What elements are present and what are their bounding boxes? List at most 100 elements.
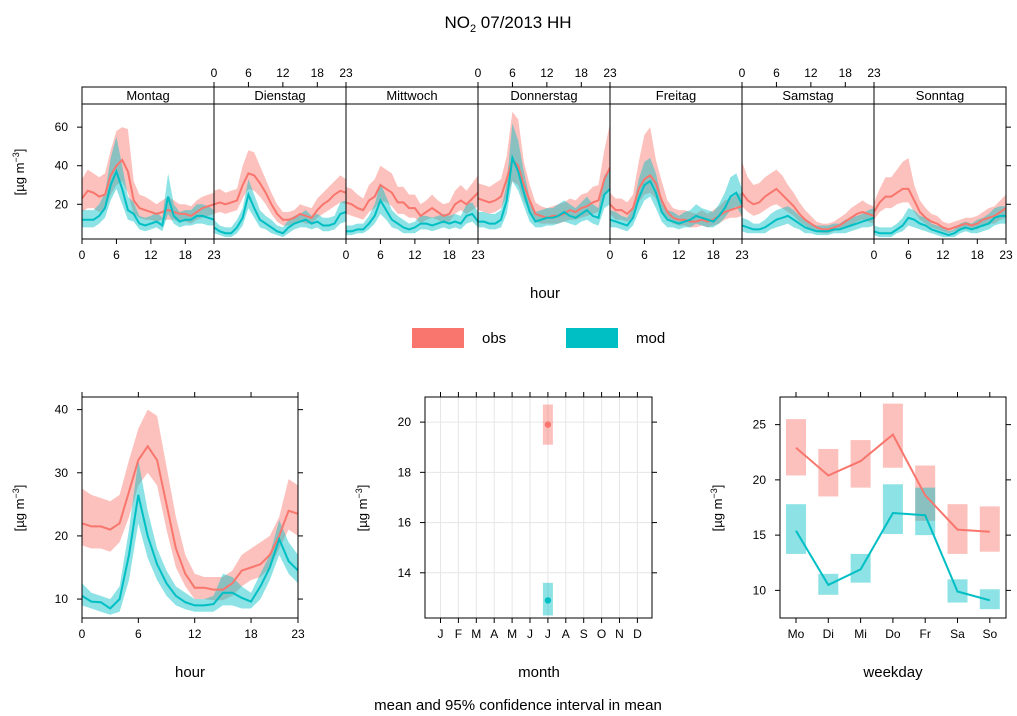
obs-band-Sonntag <box>874 158 1006 234</box>
y-tick-label: 40 <box>55 159 69 173</box>
day-panel-frame <box>873 103 1007 240</box>
x-tick-label: 0 <box>211 66 218 80</box>
obs-line-Montag <box>82 158 214 218</box>
strip-label-Montag: Montag <box>126 88 169 103</box>
x-tick-label: 12 <box>804 66 818 80</box>
strip-label-Donnerstag: Donnerstag <box>510 88 577 103</box>
obs-band-Montag <box>82 127 214 224</box>
day-plot-Dienstag <box>214 150 346 238</box>
legend-label-mod: mod <box>636 330 665 347</box>
obs-ci-Fr <box>915 465 936 521</box>
x-tick-label: 23 <box>603 66 617 80</box>
obs-line-weekday <box>795 433 990 533</box>
hour-weekday-panel: Montag 0 6 12 18 23 Dienstag 0 6 12 18 23 Mittwoch 0 6… <box>55 66 1013 262</box>
strip-label-Sonntag: Sonntag <box>916 88 964 103</box>
x-axis-label-month: month <box>518 664 560 681</box>
obs-ci-Mi <box>850 440 871 488</box>
y-tick-label: 16 <box>398 516 412 530</box>
obs-line-Dienstag <box>214 172 346 221</box>
month-tick-label: N <box>615 627 624 641</box>
month-tick-label: J <box>438 627 444 641</box>
day-plot-Freitag <box>610 127 742 232</box>
x-tick-label: 18 <box>839 66 853 80</box>
strip-label-Dienstag: Dienstag <box>254 88 305 103</box>
y-axis-label-top: [µg m−3] <box>11 149 27 196</box>
x-tick-label: 0 <box>607 248 614 262</box>
mod-ci-Mo <box>786 504 806 554</box>
mod-line-Freitag <box>610 179 742 227</box>
x-tick-label: 12 <box>936 248 950 262</box>
x-tick-label: 0 <box>79 627 86 641</box>
weekday-tick-label: Mi <box>854 627 867 641</box>
x-tick-label: 0 <box>79 248 86 262</box>
day-plot-Samstag <box>742 161 874 236</box>
weekday-tick-label: Di <box>823 627 834 641</box>
mod-line-Mittwoch <box>346 198 478 233</box>
x-tick-label: 18 <box>311 66 325 80</box>
obs-band-hour <box>82 409 298 601</box>
y-tick-label: 14 <box>398 566 412 580</box>
y-tick-label: 10 <box>55 592 69 606</box>
month-tick-label: A <box>562 627 570 641</box>
strip-label-Freitag: Freitag <box>656 88 696 103</box>
hour-panel-frame <box>81 396 299 619</box>
month-tick-label: J <box>545 627 551 641</box>
x-tick-label: 23 <box>867 66 881 80</box>
mod-line-weekday <box>795 511 991 602</box>
obs-ci-So <box>979 506 1000 552</box>
mod-band-Freitag <box>610 158 742 232</box>
obs-line-Samstag <box>742 187 874 231</box>
x-tick-label: 23 <box>207 248 221 262</box>
x-tick-label: 12 <box>672 248 686 262</box>
month-tick-label: A <box>490 627 498 641</box>
x-tick-label: 6 <box>377 248 384 262</box>
legend: obs mod <box>412 328 665 348</box>
y-tick-label: 20 <box>398 415 412 429</box>
month-tick-label: S <box>580 627 588 641</box>
obs-band-Dienstag <box>214 150 346 226</box>
month-tick-label: F <box>455 627 462 641</box>
obs-band-Samstag <box>742 161 874 234</box>
x-tick-label: 23 <box>999 248 1013 262</box>
x-tick-label: 6 <box>641 248 648 262</box>
y-tick-label: 20 <box>753 473 767 487</box>
month-tick-label: J <box>527 627 533 641</box>
day-plot-Sonntag <box>874 158 1006 238</box>
mod-line-Sonntag <box>874 214 1006 237</box>
weekday-panel: Mo Di Mi Do Fr Sa So 10 15 20 25 <box>753 392 1011 641</box>
hour-panel: 0 6 12 18 23 10 20 30 40 <box>55 392 305 641</box>
x-tick-label: 6 <box>509 66 516 80</box>
obs-line-Donnerstag <box>478 158 610 219</box>
y-axis-label-weekday: [µg m−3] <box>709 485 725 532</box>
y-tick-label: 18 <box>398 465 412 479</box>
mod-band-hour <box>82 460 298 615</box>
strip-label-Samstag: Samstag <box>782 88 833 103</box>
month-tick-label: M <box>471 627 481 641</box>
x-tick-label: 0 <box>343 248 350 262</box>
x-axis-label-hour: hour <box>175 664 205 681</box>
mod-line-Samstag <box>742 214 874 233</box>
obs-line-Sonntag <box>874 187 1006 231</box>
legend-label-obs: obs <box>482 330 506 347</box>
obs-ci-Mo <box>786 419 806 476</box>
mod-line-Montag <box>82 168 214 228</box>
day-plot-Montag <box>82 127 214 232</box>
weekday-tick-label: Fr <box>920 627 931 641</box>
y-tick-label: 40 <box>55 403 69 417</box>
x-tick-label: 18 <box>179 248 193 262</box>
weekday-tick-label: Do <box>885 627 901 641</box>
x-tick-label: 23 <box>291 627 305 641</box>
x-tick-label: 23 <box>735 248 749 262</box>
x-tick-label: 18 <box>443 248 457 262</box>
legend-swatch-mod <box>566 328 618 348</box>
mod-ci-So <box>979 589 1000 610</box>
month-tick-label: O <box>597 627 606 641</box>
y-tick-label: 20 <box>55 529 69 543</box>
x-tick-label: 0 <box>475 66 482 80</box>
y-tick-label: 20 <box>55 197 69 211</box>
obs-point-month <box>544 421 552 428</box>
x-tick-label: 18 <box>707 248 721 262</box>
